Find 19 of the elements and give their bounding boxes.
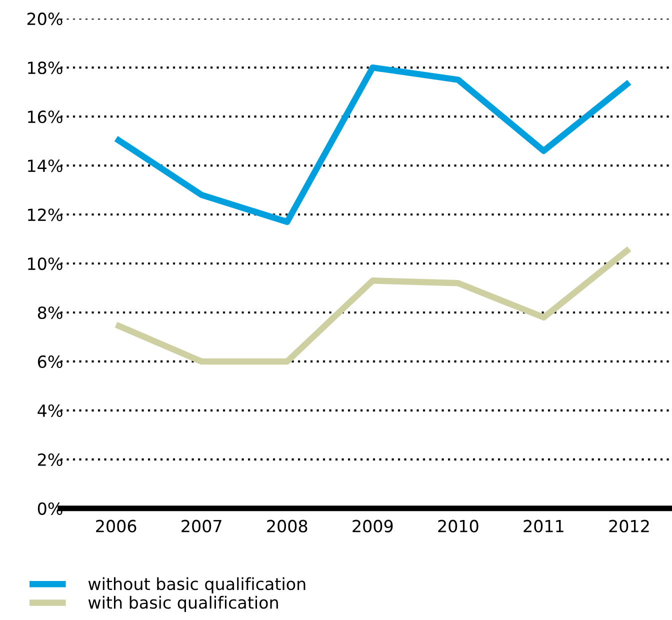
y-tick-label: 20% [27,12,62,26]
legend-label: without basic qualification [88,577,306,594]
y-tick-label: 8% [38,306,62,320]
x-tick-label: 2011 [524,520,564,532]
x-tick-label: 2010 [438,520,478,532]
y-tick-label: 16% [28,110,62,124]
x-tick-label: 2008 [267,520,308,532]
legend-label: with basic qualification [88,596,278,612]
x-tick-label: 2009 [352,520,393,532]
y-tick-label: 14% [28,160,62,172]
x-tick-label: 2007 [182,520,222,532]
x-tick-label: 2012 [609,520,649,532]
y-tick-label: 4% [38,404,62,418]
y-tick-label: 6% [38,355,62,368]
y-tick-label: 2% [38,453,62,466]
y-tick-label: 18% [28,62,62,74]
x-tick-label: 2006 [96,520,136,532]
y-tick-label: 10% [28,257,62,270]
y-tick-label: 12% [28,208,62,222]
